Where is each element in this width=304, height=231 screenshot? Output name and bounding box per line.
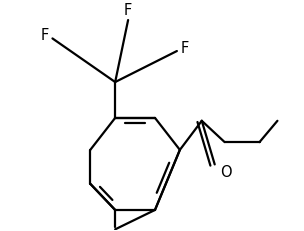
Text: O: O xyxy=(220,165,231,180)
Text: F: F xyxy=(40,28,48,43)
Text: F: F xyxy=(124,3,132,18)
Text: F: F xyxy=(181,41,189,56)
